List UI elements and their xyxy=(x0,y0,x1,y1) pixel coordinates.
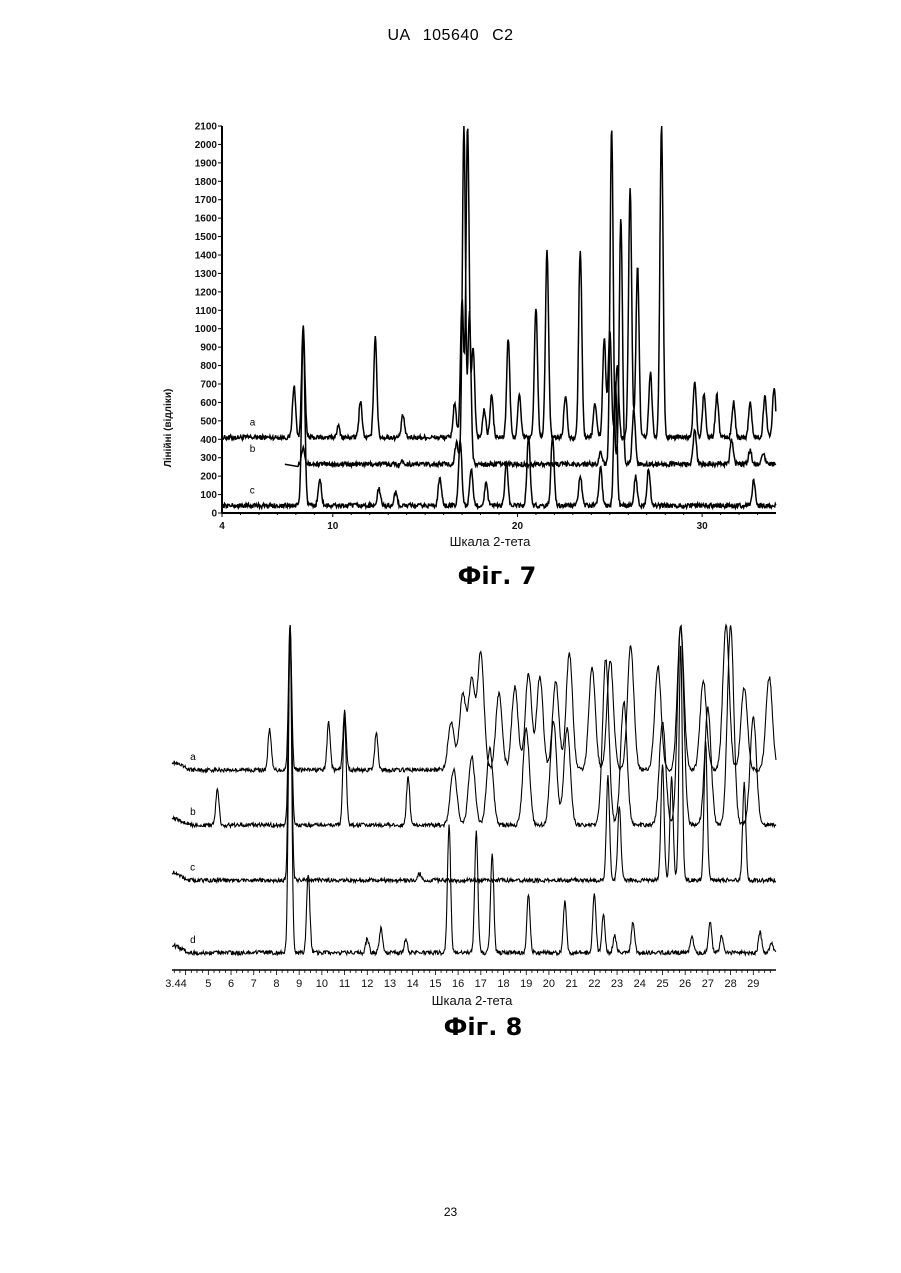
x-tick-label: 10 xyxy=(327,521,339,532)
series-label-b: b xyxy=(250,444,256,455)
y-tick-label: 100 xyxy=(200,490,217,501)
y-tick-label: 1000 xyxy=(195,324,218,335)
y-tick-label: 2000 xyxy=(195,140,218,151)
x-tick-label: 4 xyxy=(219,521,225,532)
x-tick-label: 15 xyxy=(429,978,441,990)
x-tick-label: 8 xyxy=(273,978,279,990)
y-tick-label: 1100 xyxy=(195,306,217,317)
x-tick-label: 16 xyxy=(452,978,464,990)
figure-7-axes: 0 100 200 300 400 500 600 700 800 900 1000 1100 1200… xyxy=(195,122,776,533)
figure-8-series: a b c d xyxy=(172,625,776,955)
page-number: 23 xyxy=(0,1205,901,1219)
series-label-a: a xyxy=(190,752,196,763)
x-tick-label: 10 xyxy=(316,978,328,990)
x-tick-label: 30 xyxy=(697,521,709,532)
x-tick-label: 20 xyxy=(512,521,524,532)
y-tick-label: 1500 xyxy=(195,232,218,243)
x-tick-label: 14 xyxy=(407,978,419,990)
figure-7-series: a b c xyxy=(223,126,776,508)
y-tick-label: 1600 xyxy=(195,214,218,225)
x-tick-label: 18 xyxy=(497,978,509,990)
series-line-a xyxy=(223,126,776,440)
series-label-c: c xyxy=(190,862,195,873)
x-tick-label: 24 xyxy=(634,978,646,990)
y-tick-label: 1900 xyxy=(195,158,218,169)
figure-8-chart: 3.44 5 6 7 8 9 10 11 12 13 14 15 16 17 18 19 20 21 22 23 24 2… xyxy=(0,615,901,1055)
x-tick-label: 7 xyxy=(251,978,257,990)
x-tick-label: 20 xyxy=(543,978,555,990)
x-tick-label: 5 xyxy=(205,978,211,990)
figure-8-x-axis-title: Шкала 2-тета xyxy=(432,993,514,1008)
figure-7-chart: 0 100 200 300 400 500 600 700 800 900 1000 1100 1200… xyxy=(0,110,901,600)
x-tick-label: 11 xyxy=(339,978,350,990)
y-tick-label: 0 xyxy=(211,509,217,520)
figure-8-axes: 3.44 5 6 7 8 9 10 11 12 13 14 15 16 17 18 19 20 21 22 23 24 2… xyxy=(165,970,776,990)
x-tick-label: 23 xyxy=(611,978,623,990)
y-tick-label: 400 xyxy=(200,435,217,446)
y-tick-label: 1200 xyxy=(195,287,218,298)
x-tick-label: 17 xyxy=(475,978,487,990)
x-tick-label: 12 xyxy=(361,978,373,990)
figure-7-caption: Фіг. 7 xyxy=(458,562,537,590)
figure-7-y-axis-title: Лінійні (відліки) xyxy=(163,389,174,468)
x-tick-label: 19 xyxy=(520,978,532,990)
series-label-b: b xyxy=(190,807,196,818)
x-tick-label: 25 xyxy=(656,978,668,990)
series-label-c: c xyxy=(250,486,255,497)
y-tick-label: 1700 xyxy=(195,195,218,206)
x-tick-label: 6 xyxy=(228,978,234,990)
x-tick-label: 13 xyxy=(384,978,396,990)
x-tick-label: 27 xyxy=(702,978,714,990)
series-label-d: d xyxy=(190,935,196,946)
y-tick-label: 1800 xyxy=(195,177,218,188)
y-tick-label: 700 xyxy=(200,380,217,391)
x-tick-label: 21 xyxy=(566,978,578,990)
figure-7-x-axis-title: Шкала 2-тета xyxy=(450,534,532,549)
x-tick-label: 26 xyxy=(679,978,691,990)
y-tick-label: 600 xyxy=(200,398,217,409)
y-tick-label: 800 xyxy=(200,361,217,372)
y-tick-label: 900 xyxy=(200,343,217,354)
figure-8-caption: Фіг. 8 xyxy=(444,1013,523,1041)
y-tick-label: 500 xyxy=(200,416,217,427)
y-tick-label: 2100 xyxy=(195,122,218,133)
y-tick-label: 1400 xyxy=(195,251,218,262)
y-tick-label: 1300 xyxy=(195,269,218,280)
x-tick-label: 22 xyxy=(588,978,600,990)
y-tick-label: 300 xyxy=(200,453,217,464)
y-tick-label: 200 xyxy=(200,472,217,483)
series-line-d xyxy=(172,625,776,955)
x-tick-label: 9 xyxy=(296,978,302,990)
x-tick-label: 28 xyxy=(724,978,736,990)
x-tick-label: 3.44 xyxy=(165,978,186,990)
x-tick-label: 29 xyxy=(747,978,759,990)
page-header: UA 105640 C2 xyxy=(0,27,901,45)
series-label-a: a xyxy=(250,417,256,428)
